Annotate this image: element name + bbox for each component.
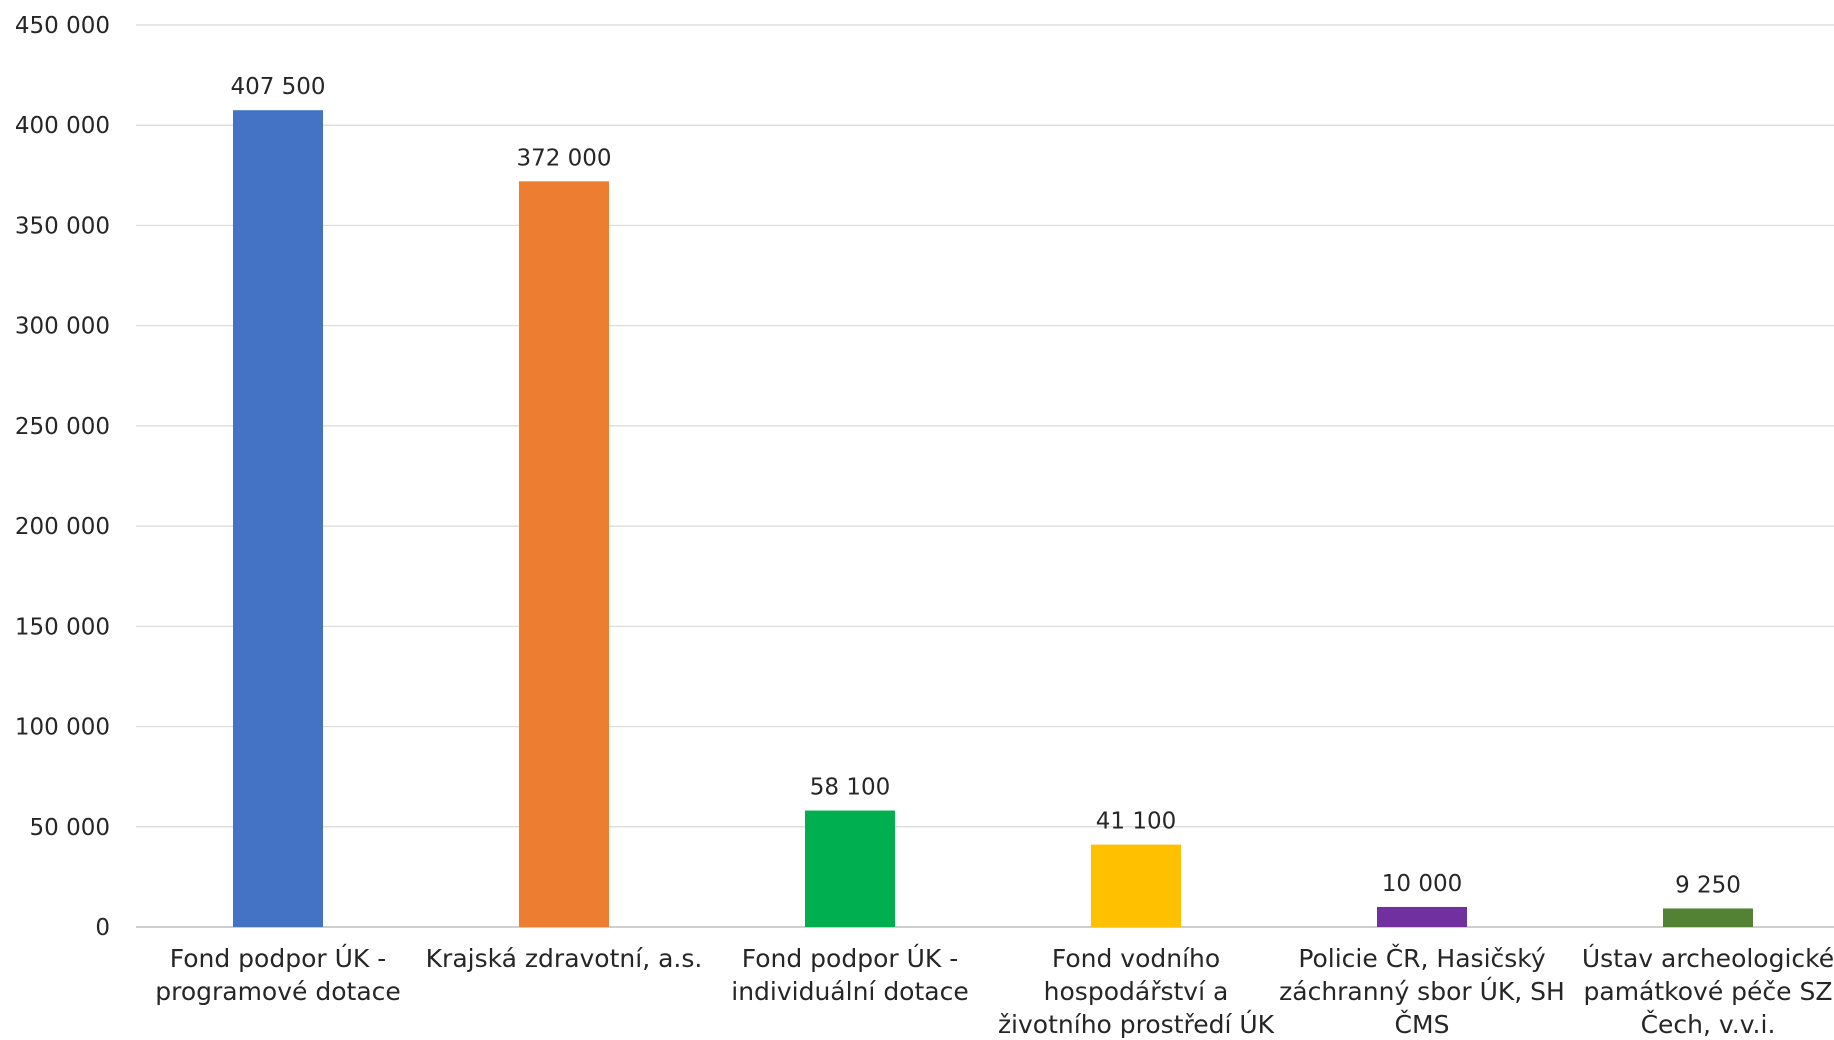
bar: [1377, 906, 1467, 927]
y-tick-label: 450 000: [15, 13, 110, 39]
y-tick-label: 300 000: [15, 314, 110, 340]
data-label: 407 500: [230, 74, 325, 100]
data-label: 372 000: [516, 145, 611, 171]
bars: [233, 110, 1753, 927]
category-label: Fond podpor ÚK -programové dotace: [155, 943, 401, 1006]
bar: [1091, 844, 1181, 927]
data-label: 9 250: [1675, 872, 1741, 898]
bar: [805, 810, 895, 927]
y-tick-label: 150 000: [15, 614, 110, 640]
y-tick-label: 0: [95, 915, 110, 941]
y-tick-label: 400 000: [15, 113, 110, 139]
category-label: Ústav archeologické památkové péče SZ Čech…: [1582, 943, 1834, 1039]
data-label: 41 100: [1096, 809, 1176, 835]
category-label: Fond vodního hospodářství a životního pros…: [998, 944, 1275, 1039]
data-labels: 407 500 372 000 58 100 41 100 10 000 9 250: [230, 74, 1740, 898]
data-label: 10 000: [1382, 871, 1462, 897]
category-label: Krajská zdravotní, a.s.: [426, 944, 703, 973]
category-label: Policie ČR, Hasičský záchranný sbor ÚK, S…: [1279, 943, 1565, 1039]
y-tick-label: 100 000: [15, 715, 110, 741]
y-tick-label: 200 000: [15, 514, 110, 540]
y-tick-label: 350 000: [15, 213, 110, 239]
gridlines: [136, 24, 1834, 928]
category-labels: Fond podpor ÚK -programové dotace Krajská…: [155, 943, 1834, 1039]
y-tick-label: 250 000: [15, 414, 110, 440]
bar: [1663, 908, 1753, 927]
category-label: Fond podpor ÚK -individuální dotace: [731, 943, 968, 1006]
data-label: 58 100: [810, 775, 890, 801]
bar: [233, 110, 323, 927]
y-axis-tick-labels: 0 50 000 100 000 150 000 200 000 250 000 300 0…: [15, 13, 110, 941]
bar: [519, 181, 609, 927]
y-tick-label: 50 000: [30, 815, 110, 841]
